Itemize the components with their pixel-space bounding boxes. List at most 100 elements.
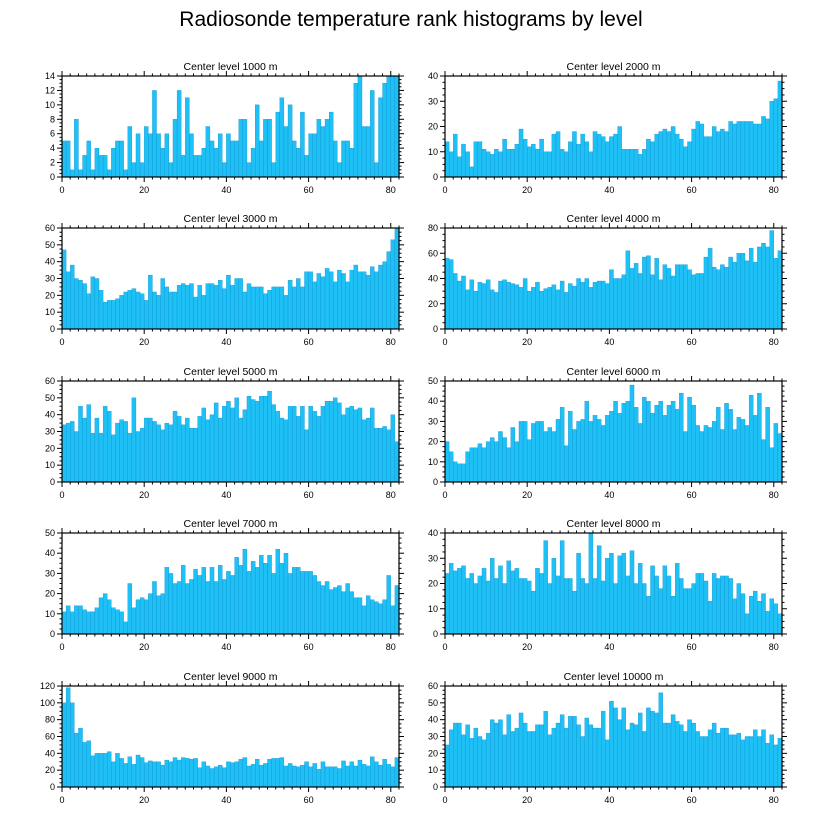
- histogram-bar: [370, 599, 375, 635]
- histogram-bar: [596, 727, 602, 788]
- histogram-bar: [242, 409, 248, 483]
- histogram-bar: [357, 271, 363, 330]
- histogram-bar: [711, 266, 717, 330]
- x-tick-label: 80: [769, 795, 779, 805]
- histogram-bar: [74, 431, 79, 483]
- histogram-bar: [111, 147, 116, 178]
- histogram-bar: [728, 256, 733, 330]
- histogram-bar: [650, 711, 655, 788]
- histogram-bar: [658, 588, 663, 635]
- histogram-bar: [160, 764, 165, 788]
- histogram-bar: [328, 401, 334, 483]
- histogram-bar: [716, 407, 721, 483]
- histogram-bar: [164, 567, 170, 635]
- histogram-bar: [250, 286, 256, 330]
- histogram-bar: [65, 422, 71, 483]
- y-tick-label: 0: [433, 172, 438, 182]
- x-tick-label: 80: [386, 642, 396, 652]
- histogram-bar: [551, 558, 557, 635]
- histogram-bar: [164, 759, 170, 788]
- histogram-bar: [448, 259, 454, 330]
- histogram-bar: [650, 413, 655, 483]
- histogram-bar: [465, 289, 470, 330]
- histogram-bar: [197, 285, 202, 330]
- histogram-bar: [748, 736, 754, 788]
- histogram-bar: [271, 404, 276, 483]
- histogram-bar: [370, 756, 375, 788]
- histogram-bar: [328, 589, 334, 635]
- histogram-bar: [740, 593, 746, 635]
- x-tick-label: 80: [769, 337, 779, 347]
- histogram-bar: [115, 609, 120, 635]
- histogram-bar: [564, 578, 569, 635]
- histogram-bar: [580, 578, 585, 635]
- histogram-bar: [674, 563, 680, 635]
- histogram-bar: [127, 756, 133, 788]
- histogram-bar: [543, 711, 548, 788]
- histogram-bar: [522, 278, 528, 330]
- histogram-bar: [267, 119, 272, 178]
- histogram-bar: [218, 565, 223, 635]
- histogram-bar: [213, 402, 219, 483]
- histogram-bar: [283, 765, 289, 788]
- histogram-bar: [670, 401, 676, 483]
- histogram-bar: [699, 431, 705, 483]
- histogram-bar: [457, 156, 462, 178]
- histogram-bar: [324, 581, 330, 635]
- histogram-bar: [279, 563, 285, 635]
- histogram-bar: [152, 761, 157, 788]
- histogram-bar: [617, 555, 622, 635]
- y-tick-label: 40: [428, 71, 438, 81]
- histogram-bar: [461, 565, 466, 635]
- histogram-bar: [716, 131, 721, 178]
- histogram-bar: [518, 712, 524, 788]
- histogram-bar: [119, 295, 124, 330]
- y-tick-label: 20: [45, 589, 55, 599]
- y-tick-label: 60: [428, 248, 438, 258]
- histogram-bar: [753, 415, 758, 483]
- histogram-bar: [724, 403, 729, 483]
- histogram-bar: [374, 427, 379, 483]
- histogram-bar: [65, 140, 71, 178]
- histogram-bar: [568, 283, 573, 330]
- histogram-bar: [144, 417, 149, 483]
- histogram-bar: [337, 768, 342, 788]
- histogram-bar: [732, 429, 737, 483]
- histogram-bar: [250, 147, 256, 178]
- x-tick-label: 60: [687, 490, 697, 500]
- histogram-bar: [736, 732, 742, 788]
- histogram-bar: [238, 278, 243, 330]
- histogram-bar: [757, 123, 762, 178]
- histogram-bar: [386, 764, 391, 788]
- histogram-bar: [111, 607, 116, 635]
- histogram-bar: [740, 739, 746, 788]
- y-tick-label: 50: [45, 393, 55, 403]
- histogram-bar: [551, 727, 557, 788]
- histogram-bar: [716, 269, 721, 330]
- y-tick-label: 10: [428, 457, 438, 467]
- histogram-bar: [193, 427, 198, 483]
- histogram-bar: [259, 555, 264, 635]
- histogram-bar: [185, 758, 190, 788]
- histogram-bar: [564, 727, 569, 788]
- histogram-bar: [386, 75, 391, 178]
- panel-title: Center level 8000 m: [567, 518, 661, 530]
- histogram-bar: [670, 275, 676, 330]
- histogram-bar: [135, 754, 141, 788]
- histogram-bar: [572, 716, 577, 788]
- histogram-bar: [625, 250, 631, 330]
- histogram-bar: [732, 123, 737, 178]
- histogram-bar: [90, 276, 96, 330]
- histogram-bar: [547, 583, 553, 635]
- y-tick-label: 40: [428, 528, 438, 538]
- histogram-bar: [218, 133, 223, 178]
- histogram-bar: [448, 151, 454, 178]
- histogram-bar: [131, 397, 137, 483]
- histogram-bar: [670, 595, 676, 635]
- histogram-bar: [753, 261, 758, 330]
- histogram-bar: [390, 766, 396, 788]
- histogram-bar: [341, 591, 346, 635]
- histogram-bar: [687, 269, 692, 330]
- histogram-bar: [572, 131, 577, 178]
- y-tick-label: 0: [50, 629, 55, 639]
